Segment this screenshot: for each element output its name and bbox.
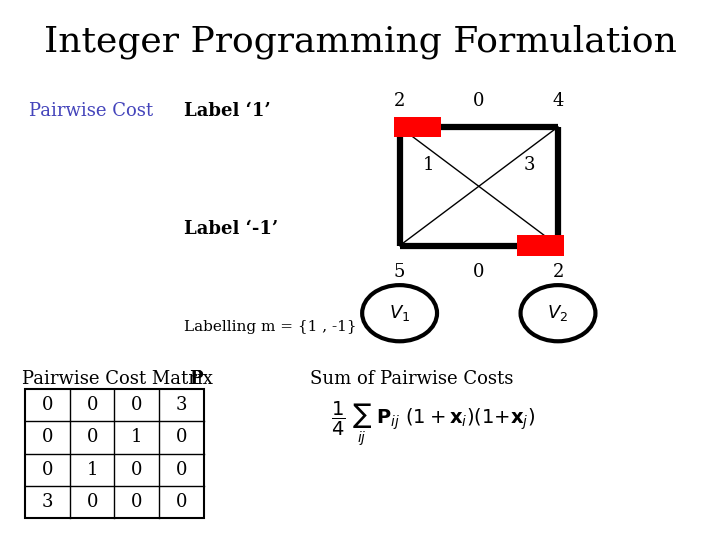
Text: 0: 0 xyxy=(86,428,98,447)
Text: 0: 0 xyxy=(176,461,187,479)
Text: 0: 0 xyxy=(86,493,98,511)
Text: 1: 1 xyxy=(86,461,98,479)
Text: 3: 3 xyxy=(176,396,187,414)
Text: 0: 0 xyxy=(42,396,53,414)
Text: 2: 2 xyxy=(394,92,405,110)
Bar xyxy=(25,389,204,518)
Bar xyxy=(394,117,441,137)
Text: Pairwise Cost: Pairwise Cost xyxy=(29,102,153,120)
Text: 0: 0 xyxy=(86,396,98,414)
Text: 1: 1 xyxy=(131,428,143,447)
Text: 0: 0 xyxy=(42,461,53,479)
Text: Pairwise Cost Matrix: Pairwise Cost Matrix xyxy=(22,370,218,388)
Text: 0: 0 xyxy=(473,262,485,281)
Text: 5: 5 xyxy=(394,262,405,281)
Text: Label ‘-1’: Label ‘-1’ xyxy=(184,220,278,239)
Text: 0: 0 xyxy=(176,493,187,511)
Text: Labelling m = {1 , -1}: Labelling m = {1 , -1} xyxy=(184,320,356,334)
Circle shape xyxy=(362,285,437,341)
Circle shape xyxy=(521,285,595,341)
Text: 0: 0 xyxy=(176,428,187,447)
Text: $\dfrac{1}{4}\ \sum_{ij}\ \mathbf{P}_{ij}\ (1+\mathbf{x}_i)(1{+}\mathbf{x}_j)$: $\dfrac{1}{4}\ \sum_{ij}\ \mathbf{P}_{ij… xyxy=(331,400,536,448)
Text: 2: 2 xyxy=(552,262,564,281)
Text: 0: 0 xyxy=(131,461,143,479)
Text: 4: 4 xyxy=(552,92,564,110)
Text: 3: 3 xyxy=(523,156,535,174)
Text: P: P xyxy=(189,370,203,388)
Text: 0: 0 xyxy=(42,428,53,447)
Text: 3: 3 xyxy=(42,493,53,511)
Text: 0: 0 xyxy=(473,92,485,110)
Text: Integer Programming Formulation: Integer Programming Formulation xyxy=(44,24,676,59)
Text: Sum of Pairwise Costs: Sum of Pairwise Costs xyxy=(310,370,513,388)
Text: $V_1$: $V_1$ xyxy=(389,303,410,323)
Text: $V_2$: $V_2$ xyxy=(547,303,569,323)
Text: 0: 0 xyxy=(131,493,143,511)
Text: Label ‘1’: Label ‘1’ xyxy=(184,102,270,120)
Text: 1: 1 xyxy=(423,156,434,174)
Text: 0: 0 xyxy=(131,396,143,414)
Bar xyxy=(517,235,564,256)
